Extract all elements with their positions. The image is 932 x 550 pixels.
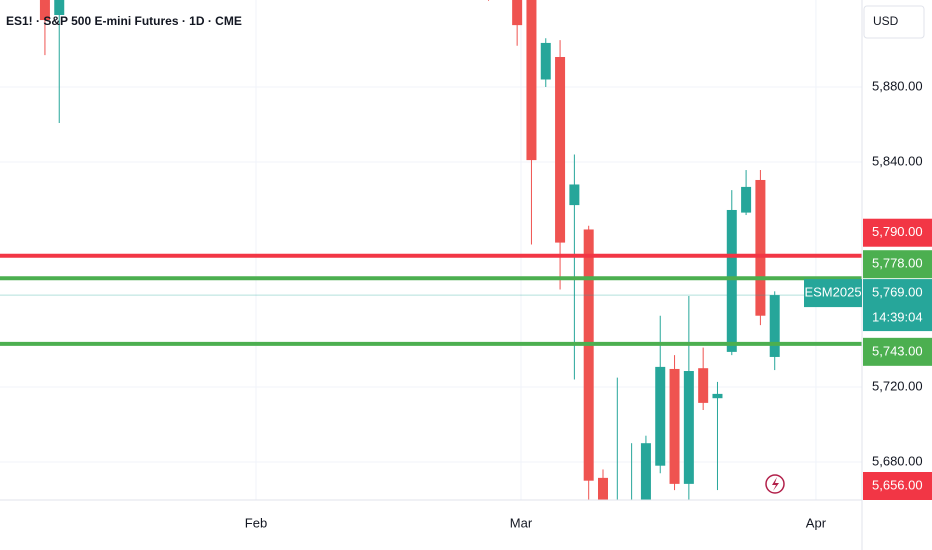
candle-body [669,368,680,484]
candle-body [583,229,594,481]
y-tick-label: 5,680.00 [872,453,923,468]
chart-title: ES1! · S&P 500 E-mini Futures · 1D · CME [6,14,242,28]
low-label: 5,656.00 [872,477,923,492]
candle-body [726,209,737,352]
candle-body [526,0,537,161]
candle-body [627,503,637,509]
x-tick-label: Apr [806,515,827,530]
y-tick-label: 5,840.00 [872,153,923,168]
grid [0,0,862,500]
currency-box[interactable] [863,5,925,39]
candle-body [712,393,723,399]
candle-body [612,509,622,518]
plot-area [0,0,862,518]
x-tick-label: Mar [510,515,533,530]
candle-body [512,0,523,26]
candle-body [698,368,709,403]
candle-body [597,477,608,500]
axes: 5,680.00 5,720.00 5,840.00 5,880.00 Feb Mar Ap… [245,78,932,530]
candle-body [54,0,65,15]
symbol-tag [804,279,862,308]
y-tick-label: 5,720.00 [872,378,923,393]
candle-body [755,179,766,316]
price-line-tag [863,218,932,247]
candle-body [741,186,752,213]
candle-body [569,184,580,206]
symbol-label: ESM2025 [804,285,861,300]
price-line-label: 5,778.00 [872,256,923,271]
y-tick-label: 5,880.00 [872,78,923,93]
candle-body [640,443,651,500]
candle-body [540,42,551,80]
currency: USD [873,14,899,28]
countdown: 14:39:04 [872,310,923,325]
candle-body [683,371,694,484]
price-line-tag [863,250,932,279]
event-icon[interactable] [765,474,785,494]
candle-body [655,366,666,466]
candle-body [555,56,566,243]
candle-body [39,0,50,21]
last-price-tag [863,279,932,332]
candle-body [769,295,780,357]
price-line-label: 5,743.00 [872,343,923,358]
price-line-tag [863,337,932,366]
last-price-label: 5,769.00 [872,285,923,300]
x-tick-label: Feb [245,515,267,530]
price-line-label: 5,790.00 [872,224,923,239]
low-tag [863,472,932,500]
